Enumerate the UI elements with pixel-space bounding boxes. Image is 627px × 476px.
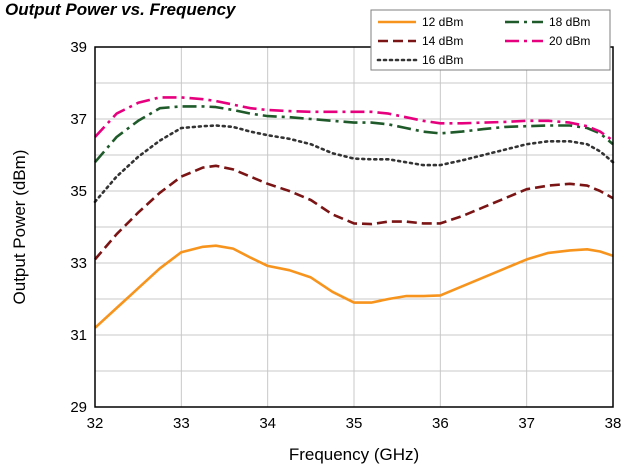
x-tick-label: 38 xyxy=(605,415,622,432)
series-line-14-dbm xyxy=(94,164,614,261)
y-tick-labels: 29 31 33 35 37 39 xyxy=(70,39,87,416)
y-tick-label: 29 xyxy=(70,399,87,416)
chart-title: Output Power vs. Frequency xyxy=(5,0,237,19)
y-tick-label: 39 xyxy=(70,39,87,56)
x-tick-label: 32 xyxy=(87,415,104,432)
legend-label: 12 dBm xyxy=(422,15,463,29)
series-group xyxy=(93,96,615,329)
series-line-20-dbm xyxy=(94,96,614,142)
legend-label: 18 dBm xyxy=(549,15,590,29)
y-tick-label: 35 xyxy=(70,183,87,200)
x-axis-label: Frequency (GHz) xyxy=(289,445,419,464)
legend-label: 20 dBm xyxy=(549,34,590,48)
series-line-18-dbm xyxy=(94,105,614,164)
plot-frame xyxy=(94,46,614,408)
legend: 12 dBm 14 dBm 16 dBm 18 dBm 20 dBm xyxy=(370,9,611,71)
y-tick-label: 31 xyxy=(70,327,87,344)
series-line-12-dbm xyxy=(94,244,614,329)
y-tick-label: 33 xyxy=(70,255,87,272)
x-tick-label: 35 xyxy=(346,415,363,432)
legend-label: 14 dBm xyxy=(422,34,463,48)
grid xyxy=(94,46,614,408)
legend-label: 16 dBm xyxy=(422,53,463,67)
x-tick-label: 36 xyxy=(432,415,449,432)
x-tick-labels: 32 33 34 35 36 37 38 xyxy=(87,415,622,432)
x-tick-label: 33 xyxy=(173,415,190,432)
series-line-16-dbm xyxy=(93,124,615,204)
x-tick-label: 34 xyxy=(259,415,276,432)
y-tick-label: 37 xyxy=(70,111,87,128)
y-axis-label: Output Power (dBm) xyxy=(10,150,29,305)
x-tick-label: 37 xyxy=(518,415,535,432)
